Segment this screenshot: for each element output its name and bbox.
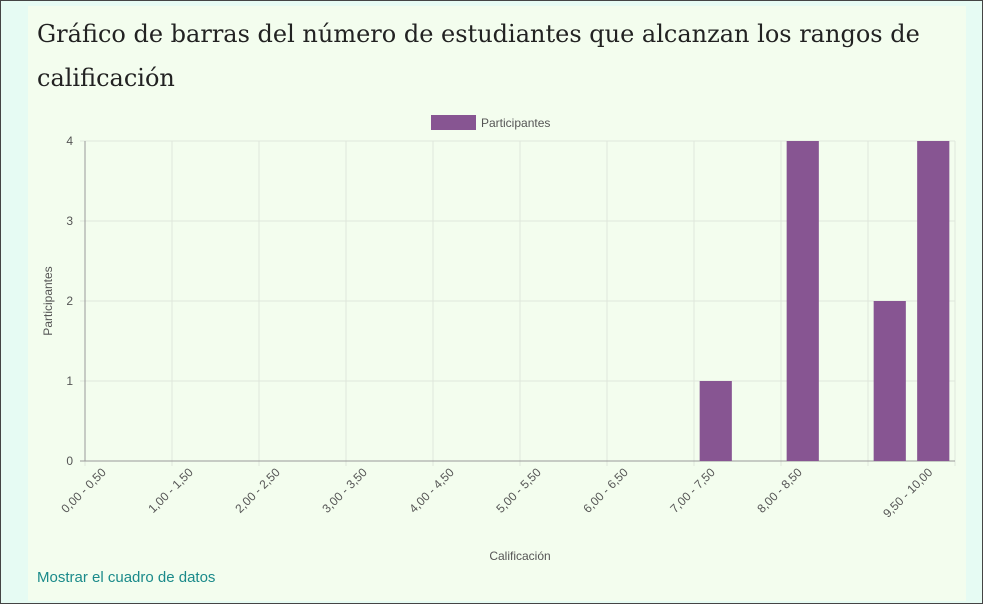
show-data-link[interactable]: Mostrar el cuadro de datos	[37, 569, 216, 586]
bar	[917, 141, 950, 461]
bar	[786, 141, 819, 461]
x-axis-title: Calificación	[489, 549, 550, 563]
bar	[699, 381, 732, 461]
y-tick-label: 1	[66, 374, 73, 388]
x-tick-label: 2,00 - 2,50	[232, 465, 283, 516]
x-tick-label: 4,00 - 4,50	[406, 465, 457, 516]
y-tick-label: 2	[66, 294, 73, 308]
y-tick-label: 0	[66, 454, 73, 468]
x-tick-label: 7,00 - 7,50	[667, 465, 718, 516]
x-tick-label: 0,00 - 0,50	[58, 465, 109, 516]
x-tick-label: 1,00 - 1,50	[145, 465, 196, 516]
x-tick-label: 6,00 - 6,50	[580, 465, 631, 516]
x-tick-label: 3,00 - 3,50	[319, 465, 370, 516]
y-axis-title: Participantes	[41, 266, 55, 335]
x-tick-label: 8,00 - 8,50	[754, 465, 805, 516]
bar	[873, 301, 906, 461]
x-tick-label: 9,50 - 10,00	[880, 465, 935, 520]
x-tick-label: 5,00 - 5,50	[493, 465, 544, 516]
y-tick-label: 4	[66, 134, 73, 148]
y-tick-label: 3	[66, 214, 73, 228]
chart-title: Gráfico de barras del número de estudian…	[37, 20, 920, 92]
legend-swatch	[431, 115, 476, 130]
legend-label: Participantes	[481, 116, 550, 130]
